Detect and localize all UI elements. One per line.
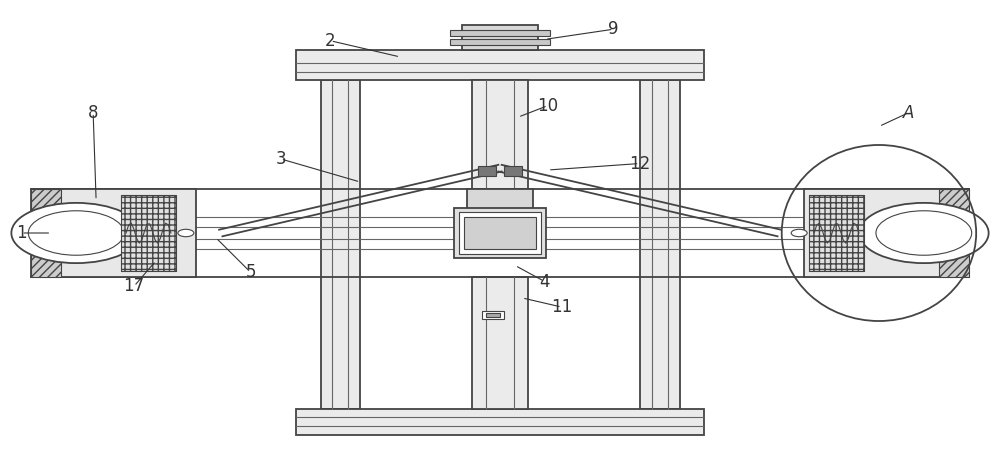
Text: A: A bbox=[903, 103, 915, 122]
Circle shape bbox=[791, 229, 807, 237]
Bar bbox=[640, 80, 680, 409]
Bar bbox=[472, 80, 528, 189]
Bar bbox=[450, 30, 550, 36]
Text: 8: 8 bbox=[88, 103, 98, 122]
Text: 9: 9 bbox=[608, 20, 619, 38]
Text: 12: 12 bbox=[629, 155, 650, 172]
Bar bbox=[459, 212, 541, 254]
Bar bbox=[464, 217, 536, 249]
Text: 2: 2 bbox=[325, 32, 336, 50]
Bar bbox=[504, 166, 522, 177]
Bar bbox=[467, 189, 533, 221]
Text: 10: 10 bbox=[537, 96, 558, 115]
Bar bbox=[121, 194, 176, 272]
Bar bbox=[809, 194, 864, 272]
Bar bbox=[296, 50, 704, 80]
Bar bbox=[31, 189, 61, 277]
Text: 1: 1 bbox=[16, 224, 27, 242]
Bar bbox=[472, 277, 528, 409]
Bar bbox=[121, 194, 176, 272]
Circle shape bbox=[11, 203, 141, 263]
Bar bbox=[809, 194, 864, 272]
Bar bbox=[462, 25, 538, 50]
Text: 17: 17 bbox=[123, 277, 145, 295]
Text: 11: 11 bbox=[551, 298, 572, 316]
Bar bbox=[804, 189, 969, 277]
Bar bbox=[482, 311, 504, 319]
Bar bbox=[939, 189, 969, 277]
Circle shape bbox=[859, 203, 989, 263]
Circle shape bbox=[178, 229, 194, 237]
Bar bbox=[296, 409, 704, 434]
Bar bbox=[450, 39, 550, 45]
Bar bbox=[320, 80, 360, 409]
Text: 4: 4 bbox=[540, 273, 550, 291]
Text: 3: 3 bbox=[275, 150, 286, 168]
Bar bbox=[478, 166, 496, 177]
Bar bbox=[31, 189, 196, 277]
Bar bbox=[454, 207, 546, 259]
Text: 5: 5 bbox=[245, 263, 256, 281]
Circle shape bbox=[28, 211, 124, 255]
Bar bbox=[486, 313, 500, 317]
Circle shape bbox=[876, 211, 972, 255]
